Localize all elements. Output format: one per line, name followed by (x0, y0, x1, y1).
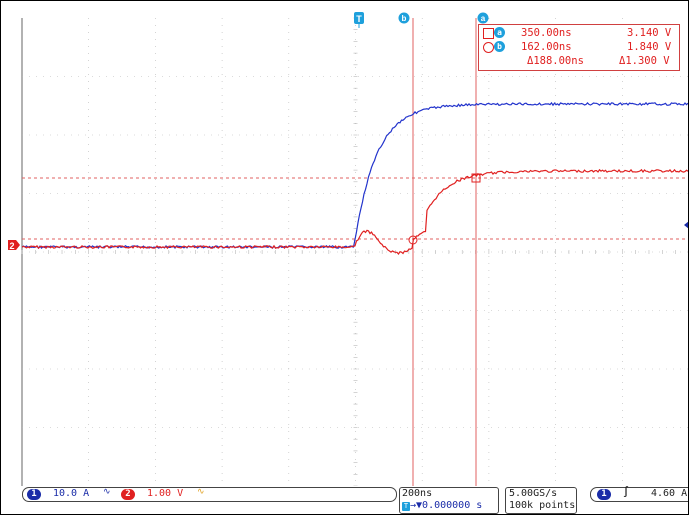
cursor-a-marker[interactable]: a (477, 12, 489, 24)
timebase-delay-row[interactable]: T →▼0.000000 s (402, 500, 482, 511)
cursor-b-marker[interactable]: b (398, 12, 410, 24)
status-bar: 1 10.0 A ∿ 2 1.00 V ∿ 200ns T →▼0.000000 … (0, 486, 689, 515)
channel1-bandwidth-limit-icon: ∿ (103, 487, 111, 497)
channel2-scale[interactable]: 1.00 V (147, 488, 184, 499)
cursor-b-time: 162.00ns (521, 41, 572, 53)
channel1-waveform (21, 101, 689, 250)
svg-text:b: b (402, 14, 407, 23)
channel2-ground-marker[interactable]: 2 (8, 240, 20, 251)
trigger-level-marker[interactable] (684, 221, 689, 229)
cursor-b-voltage: 1.840 V (627, 41, 672, 53)
cursor-a-voltage: 3.140 V (627, 27, 672, 39)
waveform-display[interactable]: T b a 2 (0, 0, 689, 486)
sample-rate: 5.00GS/s (509, 488, 558, 499)
svg-text:T: T (356, 14, 362, 24)
cursor-delta-time: Δ188.00ns (527, 55, 584, 67)
cursor-delta-row: Δ188.00ns Δ1.300 V (479, 55, 679, 68)
acquisition-box[interactable]: 5.00GS/s 100k points (505, 487, 577, 514)
trigger-delay-icon: T (402, 502, 410, 511)
cursor-b-circle-icon (483, 42, 494, 53)
channel2-badge[interactable]: 2 (121, 489, 135, 500)
cursor-a-square-icon (483, 28, 494, 39)
channel2-bandwidth-limit-icon: ∿ (197, 487, 205, 497)
cursor-intersection-marks (408, 173, 481, 245)
timebase-scale[interactable]: 200ns (402, 488, 433, 499)
trigger-source-badge[interactable]: 1 (597, 489, 611, 500)
cursor-a-mark (471, 173, 481, 183)
record-length: 100k points (509, 500, 576, 511)
cursor-a-badge: a (494, 27, 505, 38)
svg-text:a: a (481, 14, 486, 23)
cursor-b-badge: b (494, 41, 505, 52)
cursor-b-row: b 162.00ns 1.840 V (479, 41, 679, 54)
cursor-a-row: a 350.00ns 3.140 V (479, 27, 679, 40)
channel-settings-pill[interactable]: 1 10.0 A ∿ 2 1.00 V ∿ (22, 487, 397, 502)
delay-arrow-icon: →▼ (410, 500, 423, 511)
channel1-scale[interactable]: 10.0 A (53, 488, 90, 499)
cursor-delta-voltage: Δ1.300 V (619, 55, 670, 67)
cursor-b-mark (408, 235, 418, 245)
graticule (21, 17, 689, 486)
cursor-readout: a 350.00ns 3.140 V b 162.00ns 1.840 V Δ1… (478, 24, 680, 71)
timebase-box[interactable]: 200ns T →▼0.000000 s (399, 487, 499, 514)
svg-text:2: 2 (9, 241, 14, 251)
trigger-level[interactable]: 4.60 A (651, 488, 688, 499)
trigger-settings-pill[interactable]: 1 ∫ 4.60 A (590, 487, 689, 502)
trigger-position-marker[interactable]: T (354, 12, 364, 24)
channel2-waveform (21, 168, 689, 255)
channel1-badge[interactable]: 1 (27, 489, 41, 500)
timebase-delay[interactable]: 0.000000 s (422, 500, 483, 511)
rising-edge-icon: ∫ (623, 487, 630, 498)
cursor-a-time: 350.00ns (521, 27, 572, 39)
